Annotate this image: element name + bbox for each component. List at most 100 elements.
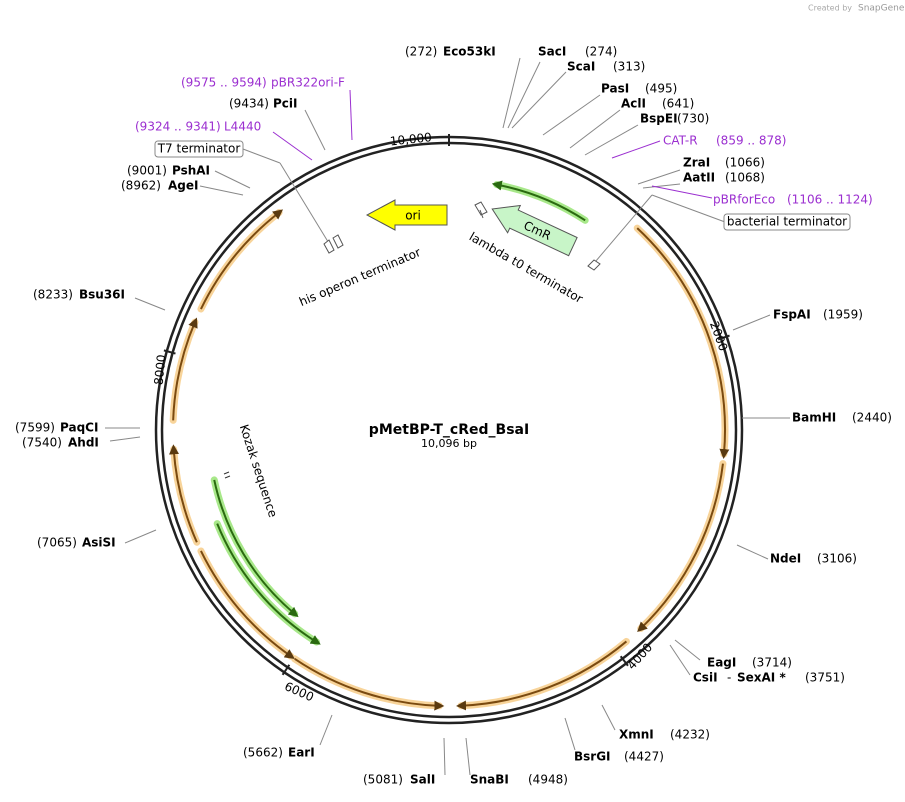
label: XmnI xyxy=(619,728,654,742)
label: AclI xyxy=(621,97,646,111)
feature-arc xyxy=(213,479,299,618)
leader-line xyxy=(542,94,601,136)
label: L4440 xyxy=(224,120,261,134)
leader-line xyxy=(736,544,769,560)
leader-line xyxy=(564,717,576,751)
leader-line xyxy=(304,109,326,151)
shape xyxy=(474,201,488,219)
group xyxy=(105,57,790,776)
label: (8233) xyxy=(33,288,73,302)
label: ZraI xyxy=(683,156,710,170)
label: (9001) xyxy=(127,164,167,178)
group xyxy=(169,180,730,711)
leader-line xyxy=(319,714,333,746)
leader-line xyxy=(642,183,681,189)
label: (495) xyxy=(645,82,677,96)
ruler-tick xyxy=(619,655,629,667)
leader-line xyxy=(134,297,166,311)
label: BamHI xyxy=(792,411,836,425)
feature-arc xyxy=(637,463,724,633)
leader-line xyxy=(199,185,244,196)
label: (5081) xyxy=(363,773,403,787)
label: AatII xyxy=(683,171,715,185)
label: EarI xyxy=(288,746,315,760)
primer-line xyxy=(651,185,713,199)
leader-line xyxy=(511,71,567,129)
shape xyxy=(154,140,244,158)
leader-line xyxy=(443,737,446,776)
label: T7 terminator xyxy=(157,142,241,156)
label: SacI xyxy=(538,45,566,59)
label: (3751) xyxy=(805,671,845,685)
label: Kozak sequence xyxy=(237,423,280,519)
leader-line xyxy=(669,644,691,676)
label: his operon terminator xyxy=(297,245,423,309)
leader-line xyxy=(589,194,653,269)
label: pBR322ori-F xyxy=(271,76,345,90)
label: 10,000 xyxy=(389,130,432,148)
label: AsiSI xyxy=(82,536,116,550)
label: pBRforEco xyxy=(713,193,775,207)
feature-arc xyxy=(172,317,198,421)
shape xyxy=(223,471,231,479)
label: pMetBP-T_cRed_BsaI xyxy=(369,422,529,438)
label: ori xyxy=(405,209,421,223)
ori-arrow xyxy=(365,199,448,231)
leader-line xyxy=(674,639,701,661)
leader-line xyxy=(502,57,521,129)
label: (274) xyxy=(585,45,617,59)
label: SnaBI xyxy=(470,773,509,787)
label: SnapGene xyxy=(858,4,905,14)
feature-arc xyxy=(491,180,586,222)
label: (1066) xyxy=(725,156,765,170)
label: (9575 .. 9594) xyxy=(181,76,267,90)
label: (313) xyxy=(613,60,645,74)
leader-line xyxy=(109,436,141,442)
label: (3106) xyxy=(817,552,857,566)
leader-line xyxy=(465,737,471,776)
label: CAT-R xyxy=(663,134,698,148)
label: bacterial terminator xyxy=(727,215,847,229)
label: (2440) xyxy=(852,411,892,425)
label: (1068) xyxy=(725,171,765,185)
leader-line xyxy=(279,162,331,246)
feature-glow xyxy=(197,209,283,313)
label: NdeI xyxy=(770,552,801,566)
label: 10,096 bp xyxy=(421,437,477,450)
feature-glow xyxy=(291,655,443,710)
label: (8962) xyxy=(121,179,161,193)
leader-line xyxy=(651,194,726,223)
label: 8000 xyxy=(152,354,169,386)
label: (859 .. 878) xyxy=(716,134,786,148)
feature-arc xyxy=(200,550,295,659)
label: Created by xyxy=(808,4,852,13)
label: (1106 .. 1124) xyxy=(787,193,873,207)
label: (4427) xyxy=(624,750,664,764)
feature-arc xyxy=(636,227,730,460)
label: PaqCI xyxy=(60,421,98,435)
primer-line xyxy=(272,131,313,161)
label: PciI xyxy=(273,97,298,111)
cmr-arrow xyxy=(491,204,578,257)
leader-line xyxy=(507,61,541,129)
leader-line xyxy=(601,704,616,731)
label: AgeI xyxy=(168,179,198,193)
label: (4948) xyxy=(528,773,568,787)
label: AhdI xyxy=(68,436,99,450)
leader-line xyxy=(214,170,251,189)
shape xyxy=(723,213,851,231)
feature-glow xyxy=(170,445,201,546)
feature-arc xyxy=(294,657,445,711)
shape xyxy=(587,259,601,271)
label: (730) xyxy=(677,112,709,126)
leader-line xyxy=(242,148,281,164)
feature-arc xyxy=(200,209,284,310)
label: (7540) xyxy=(22,436,62,450)
label: PshAI xyxy=(172,164,210,178)
label: (272) xyxy=(405,45,437,59)
feature-arc xyxy=(456,640,628,711)
label: CsiI xyxy=(693,671,718,685)
ruler-tick xyxy=(281,664,291,676)
label: BsrGI xyxy=(574,750,611,764)
